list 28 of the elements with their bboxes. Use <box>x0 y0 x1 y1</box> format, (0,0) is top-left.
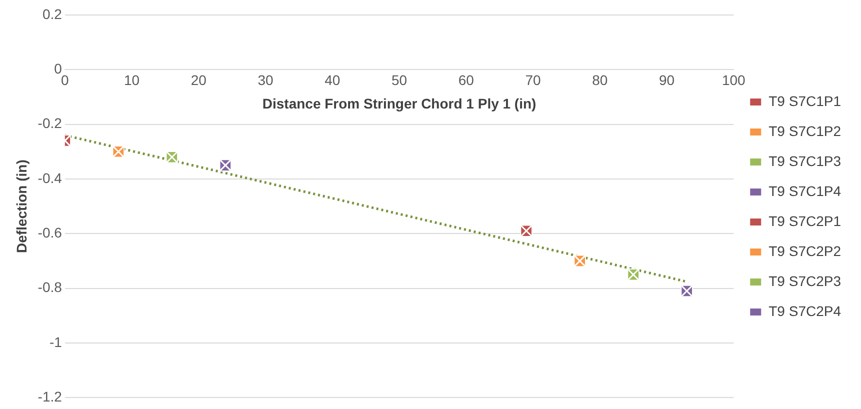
x-tick-label: 60 <box>458 72 474 88</box>
y-tick-label: -1 <box>49 334 62 350</box>
y-tick-label: -0.8 <box>38 279 62 296</box>
legend-label: T9 S7C2P1 <box>768 212 842 229</box>
x-tick-label: 80 <box>592 72 608 88</box>
legend-label: T9 S7C2P2 <box>768 242 842 259</box>
x-tick-label: 30 <box>258 72 274 88</box>
x-axis-title: Distance From Stringer Chord 1 Ply 1 (in) <box>262 96 536 112</box>
legend-label: T9 S7C1P4 <box>768 182 842 199</box>
legend-label: T9 S7C2P3 <box>768 272 842 289</box>
y-tick-label: -1.2 <box>38 388 62 404</box>
x-tick-label: 90 <box>658 72 675 88</box>
x-tick-label: 20 <box>190 72 207 88</box>
x-tick-label: 100 <box>722 72 746 88</box>
x-tick-label: 50 <box>391 72 408 88</box>
x-tick-label: 40 <box>324 72 340 88</box>
x-tick-label: 10 <box>124 72 140 88</box>
legend-label: T9 S7C1P3 <box>768 152 842 169</box>
y-tick-label: 0 <box>54 60 62 77</box>
legend-label: T9 S7C2P4 <box>768 302 842 319</box>
x-tick-label: 70 <box>525 72 542 88</box>
y-tick-label: -0.4 <box>38 170 62 186</box>
y-tick-label: 0.2 <box>42 6 62 22</box>
y-tick-label: -0.2 <box>38 115 62 132</box>
y-axis-title: Deflection (in) <box>13 160 30 253</box>
legend-label: T9 S7C1P1 <box>768 92 842 109</box>
y-tick-label: -0.6 <box>38 224 62 240</box>
legend-label: T9 S7C1P2 <box>768 122 842 139</box>
